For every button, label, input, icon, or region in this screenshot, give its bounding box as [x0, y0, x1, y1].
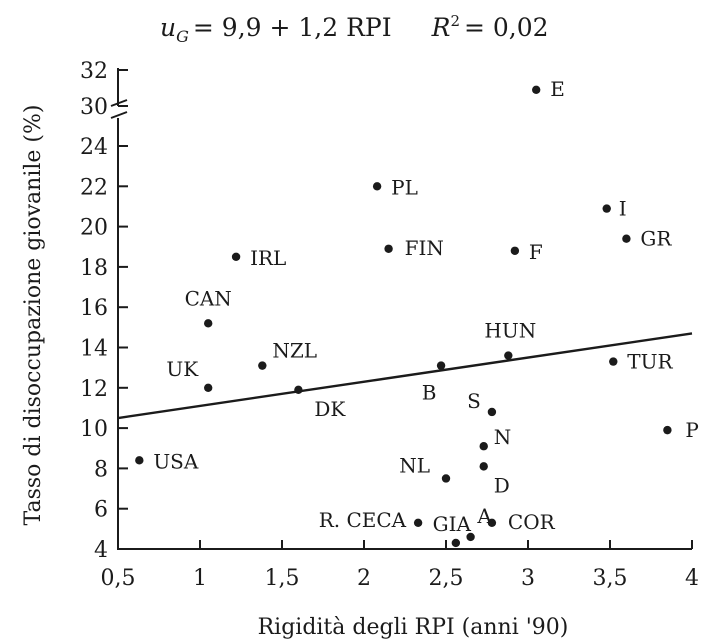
y-tick-label: 30 — [80, 95, 108, 120]
data-point — [384, 244, 393, 253]
x-tick-label: 3 — [521, 566, 535, 591]
data-point — [479, 442, 488, 451]
y-tick-label: 20 — [80, 216, 108, 241]
data-point-label: DK — [314, 397, 346, 421]
data-point-label: R. CECA — [319, 508, 407, 532]
data-point-label: HUN — [484, 319, 536, 343]
data-point — [436, 361, 446, 370]
y-tick-label: 4 — [94, 538, 108, 563]
x-tick-label: 1 — [193, 566, 207, 591]
data-point-label: F — [529, 240, 543, 264]
data-point-label: PL — [391, 175, 418, 199]
x-tick-label: 1,5 — [265, 566, 300, 591]
data-point-label: E — [550, 77, 565, 101]
y-tick-label: 24 — [80, 135, 108, 160]
axis-break-mark — [110, 99, 128, 119]
data-point-label: NZL — [272, 339, 317, 363]
y-tick-label: 14 — [80, 337, 108, 362]
data-point-label: FIN — [405, 236, 444, 260]
data-point — [204, 383, 213, 392]
data-point — [441, 474, 451, 483]
data-point — [451, 538, 461, 548]
data-point — [487, 518, 497, 528]
data-point-label: COR — [508, 510, 556, 534]
x-tick-label: 0,5 — [101, 566, 136, 591]
x-tick-label: 3,5 — [593, 566, 628, 591]
data-point-label: S — [467, 389, 481, 413]
x-axis-title: Rigidità degli RPI (anni '90) — [258, 615, 569, 640]
data-point — [622, 234, 631, 243]
data-point-label: UK — [166, 357, 199, 381]
data-point-label: GR — [640, 227, 672, 251]
regression-line — [117, 332, 693, 420]
data-point-label: USA — [153, 449, 199, 473]
data-point-label: NL — [399, 453, 430, 477]
y-tick-label: 18 — [80, 256, 108, 281]
data-point — [504, 351, 513, 360]
data-point-label: GIA — [433, 512, 472, 536]
data-point-label: D — [494, 473, 510, 497]
data-point-label: B — [422, 381, 437, 405]
data-point — [609, 357, 618, 366]
y-tick-label: 6 — [94, 498, 108, 523]
data-point — [487, 407, 497, 417]
data-point-label: N — [494, 425, 512, 449]
data-point — [532, 85, 541, 95]
data-point — [413, 518, 423, 528]
x-tick-label: 4 — [685, 566, 699, 591]
data-point-label: P — [685, 418, 698, 442]
data-point-label: A — [476, 504, 492, 528]
y-tick-label: 8 — [94, 457, 108, 482]
data-point-label: CAN — [185, 286, 232, 310]
y-axis-title: Tasso di disoccupazione giovanile (%) — [21, 105, 46, 526]
y-tick-label: 32 — [80, 59, 108, 84]
data-point — [479, 462, 488, 471]
data-point — [510, 246, 520, 255]
data-point-label: I — [619, 197, 627, 221]
data-point — [372, 182, 382, 191]
chart-title: uG = 9,9 + 1,2 RPI R2 = 0,02 — [160, 12, 549, 46]
data-point — [663, 425, 672, 435]
data-point-label: TUR — [627, 350, 673, 374]
data-point — [294, 385, 303, 395]
data-point — [135, 456, 144, 465]
data-point — [258, 361, 267, 370]
y-tick-label: 12 — [80, 377, 108, 402]
y-tick-label: 16 — [80, 296, 108, 321]
data-point — [466, 532, 475, 542]
y-tick-label: 10 — [80, 417, 108, 442]
data-point — [231, 252, 241, 262]
x-tick-label: 2,5 — [429, 566, 464, 591]
y-tick-label: 22 — [80, 175, 108, 200]
data-point — [602, 204, 611, 213]
x-tick-label: 2 — [357, 566, 371, 591]
data-point-label: IRL — [250, 246, 286, 270]
data-point — [204, 319, 213, 328]
